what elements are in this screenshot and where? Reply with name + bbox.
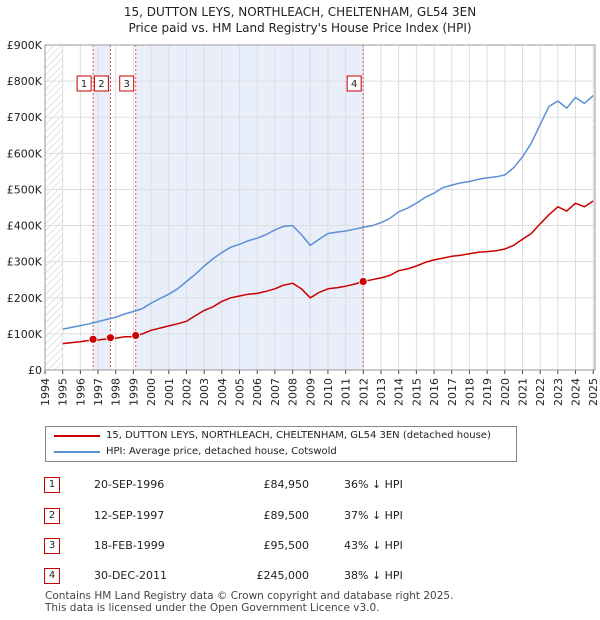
- legend-label-hpi: HPI: Average price, detached house, Cots…: [106, 446, 337, 457]
- transaction-date: 18-FEB-1999: [94, 539, 165, 552]
- sale-marker-label: 1: [81, 79, 87, 90]
- table-row: 1 20-SEP-1996 £84,950 36% ↓ HPI: [44, 476, 524, 496]
- table-row: 2 12-SEP-1997 £89,500 37% ↓ HPI: [44, 507, 524, 527]
- x-tick-label: 2018: [463, 378, 476, 406]
- x-tick-label: 2020: [499, 378, 512, 406]
- x-tick-label: 2024: [570, 378, 583, 406]
- sale-marker-label: 3: [124, 79, 130, 90]
- transaction-number-badge: 3: [44, 538, 60, 554]
- transaction-date: 20-SEP-1996: [94, 478, 165, 491]
- chart-axes: £0 £100K £200K £300K £400K £500K £600K £700K £80…: [7, 39, 600, 406]
- transaction-price: £245,000: [256, 569, 310, 582]
- table-row: 4 30-DEC-2011 £245,000 38% ↓ HPI: [44, 567, 524, 587]
- sale-point-marker: [88, 334, 98, 344]
- x-tick-label: 2011: [340, 378, 353, 406]
- transaction-hpi-diff: 43% ↓ HPI: [344, 539, 403, 552]
- legend-label-property: 15, DUTTON LEYS, NORTHLEACH, CHELTENHAM,…: [106, 430, 491, 441]
- x-tick-label: 2004: [216, 378, 229, 406]
- x-tick-label: 2017: [446, 378, 459, 406]
- x-tick-label: 2008: [287, 378, 300, 406]
- chart-legend: 15, DUTTON LEYS, NORTHLEACH, CHELTENHAM,…: [45, 426, 517, 462]
- transaction-price: £95,500: [263, 539, 310, 552]
- sale-marker-label: 2: [98, 79, 104, 90]
- price-chart: 15, DUTTON LEYS, NORTHLEACH, CHELTENHAM,…: [7, 5, 600, 406]
- x-tick-label: 2006: [251, 378, 264, 406]
- y-tick-label: £700K: [7, 111, 43, 124]
- plot-frame: [44, 44, 596, 371]
- sale-marker-box: [119, 75, 135, 92]
- x-tick-label: 2013: [375, 378, 388, 406]
- x-tick-label: 1996: [74, 378, 87, 406]
- chart-title: 15, DUTTON LEYS, NORTHLEACH, CHELTENHAM,…: [124, 5, 476, 19]
- y-tick-label: £200K: [7, 292, 43, 305]
- x-tick-label: 2021: [516, 378, 529, 406]
- transaction-number-badge: 4: [44, 568, 60, 584]
- sale-period-shading: [135, 45, 364, 370]
- y-tick-label: £900K: [7, 39, 43, 52]
- transaction-price: £84,950: [263, 478, 310, 491]
- y-tick-label: £600K: [7, 147, 43, 160]
- x-tick-label: 2014: [393, 378, 406, 406]
- y-tick-label: £400K: [7, 220, 43, 233]
- sale-point-marker: [358, 277, 368, 286]
- footer-licence: This data is licensed under the Open Gov…: [45, 602, 380, 614]
- y-tick-label: £300K: [7, 256, 43, 269]
- no-data-hatching: [593, 45, 595, 370]
- transaction-price: £89,500: [263, 509, 310, 522]
- x-tick-label: 2025: [587, 378, 600, 406]
- x-tick-label: 2005: [234, 378, 247, 406]
- chart-subtitle: Price paid vs. HM Land Registry's House …: [128, 21, 471, 35]
- x-tick-label: 2016: [428, 378, 441, 406]
- sale-point-marker: [131, 331, 141, 340]
- x-tick-label: 2007: [269, 378, 282, 406]
- x-tick-label: 2000: [145, 378, 158, 406]
- transaction-date: 30-DEC-2011: [94, 569, 168, 582]
- x-tick-label: 1994: [39, 378, 52, 406]
- chart-background: [45, 45, 595, 370]
- legend-swatch-hpi: [54, 451, 100, 453]
- sale-marker-box: [76, 75, 92, 92]
- x-tick-label: 2015: [410, 378, 423, 406]
- sale-marker-box: [93, 75, 109, 92]
- x-tick-label: 1997: [92, 378, 105, 406]
- x-tick-label: 2001: [163, 378, 176, 406]
- y-tick-label: £100K: [7, 328, 43, 341]
- x-tick-label: 1995: [57, 378, 70, 406]
- sale-period-shading: [93, 45, 111, 370]
- legend-swatch-property: [54, 435, 100, 437]
- x-tick-label: 2003: [198, 378, 211, 406]
- x-tick-label: 2023: [552, 378, 565, 406]
- x-tick-label: 2010: [322, 378, 335, 406]
- x-tick-label: 2022: [534, 378, 547, 406]
- transaction-hpi-diff: 36% ↓ HPI: [344, 478, 403, 491]
- x-tick-label: 1998: [110, 378, 123, 406]
- sale-marker-box: [346, 75, 362, 92]
- sale-point-marker: [106, 333, 115, 343]
- hpi-series-line: [62, 95, 594, 330]
- x-tick-label: 2009: [304, 378, 317, 406]
- no-data-hatching: [45, 45, 63, 370]
- transaction-hpi-diff: 38% ↓ HPI: [344, 569, 403, 582]
- x-tick-label: 2002: [180, 378, 193, 406]
- transaction-number-badge: 1: [44, 477, 60, 493]
- x-tick-label: 2012: [357, 378, 370, 406]
- data-attribution: Contains HM Land Registry data © Crown c…: [45, 590, 453, 614]
- transaction-number-badge: 2: [44, 508, 60, 524]
- x-tick-label: 2019: [481, 378, 494, 406]
- sale-marker-label: 4: [351, 79, 357, 90]
- transaction-hpi-diff: 37% ↓ HPI: [344, 509, 403, 522]
- y-tick-label: £500K: [7, 183, 43, 196]
- footer-copyright: Contains HM Land Registry data © Crown c…: [45, 590, 454, 602]
- transaction-date: 12-SEP-1997: [94, 509, 165, 522]
- y-tick-label: £0: [28, 364, 42, 377]
- table-row: 3 18-FEB-1999 £95,500 43% ↓ HPI: [44, 537, 524, 557]
- x-tick-label: 1999: [127, 378, 140, 406]
- y-tick-label: £800K: [7, 75, 43, 88]
